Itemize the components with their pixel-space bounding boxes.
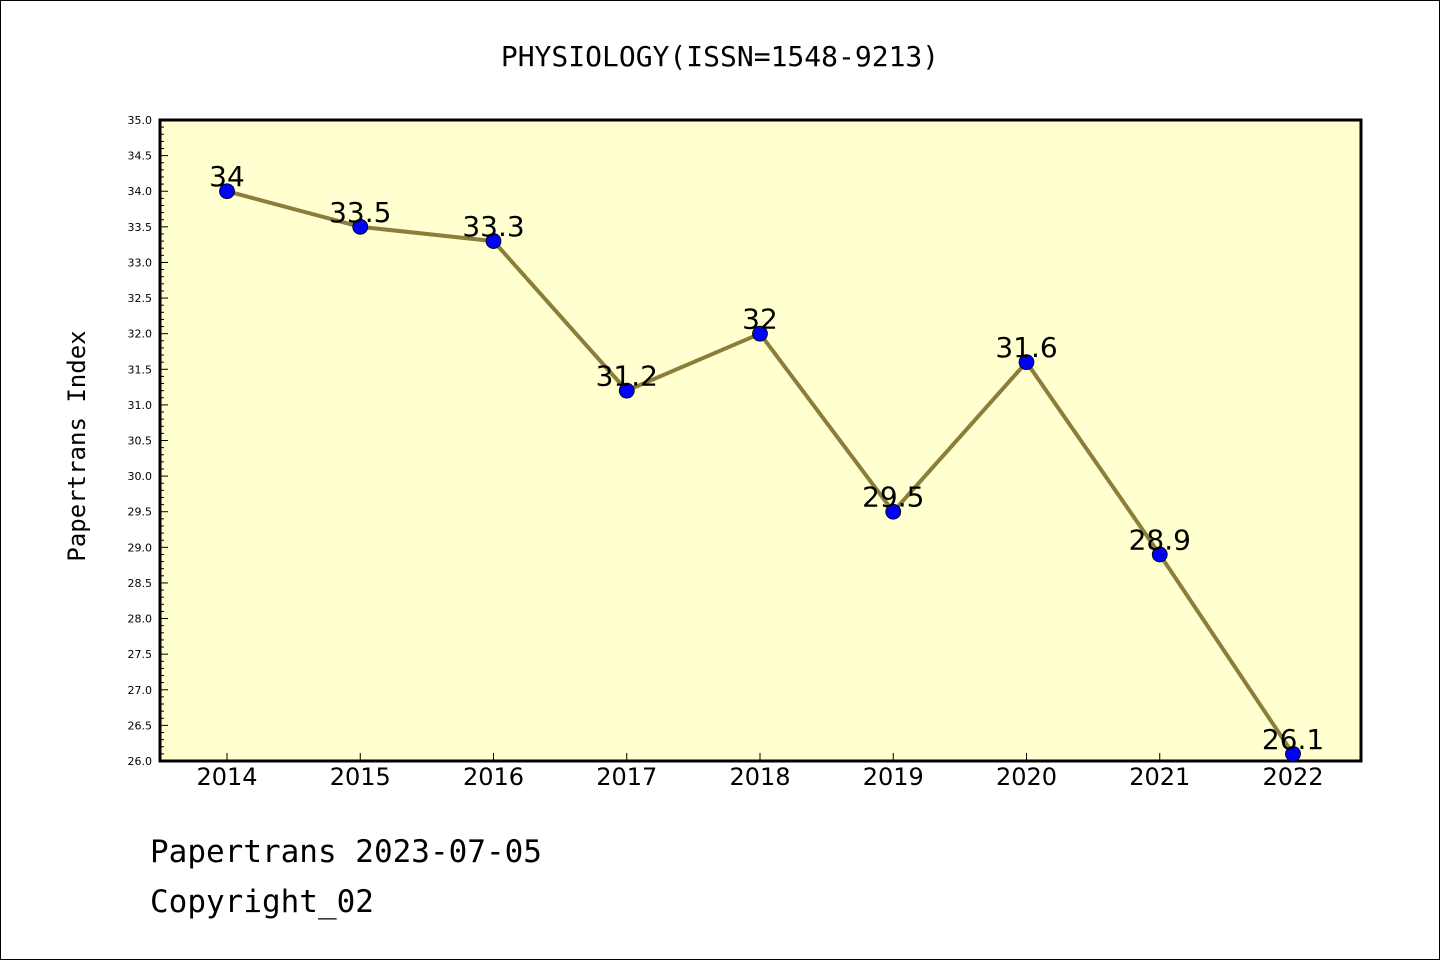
- data-label: 28.9: [1129, 523, 1191, 556]
- data-label: 34: [209, 160, 245, 193]
- data-label: 26.1: [1262, 723, 1324, 756]
- y-tick-label: 28.5: [128, 577, 153, 590]
- data-label: 31.2: [596, 360, 658, 393]
- x-axis: 2014 2015 2016 2017 2018 2019 2020 2021 2022: [196, 753, 1324, 791]
- y-tick-label: 35.0: [128, 114, 153, 127]
- data-point-marker: [485, 233, 502, 249]
- y-tick-label: 30.0: [128, 470, 153, 483]
- footer-date-text: Papertrans 2023-07-05: [150, 834, 542, 870]
- data-point-marker: [1285, 745, 1301, 762]
- x-tick-label: 2021: [1129, 763, 1190, 791]
- y-axis: 26.0 26.5 27.0 27.5 28.0 28.5 29.0 29.5 30.0 30.5…: [128, 114, 168, 768]
- data-labels: 34 33.5 33.3 31.2 32 29.5 31.6 28.9 26.1: [209, 160, 1324, 756]
- chart-title: PHYSIOLOGY(ISSN=1548-9213): [501, 40, 939, 73]
- data-point-marker: [1018, 354, 1035, 371]
- y-tick-label: 30.5: [128, 435, 153, 448]
- footer-copyright-text: Copyright_02: [150, 884, 374, 920]
- y-tick-label: 33.5: [128, 221, 153, 234]
- y-tick-label: 32.5: [128, 292, 153, 305]
- series-papertrans-index: [219, 183, 1301, 762]
- data-label: 33.5: [329, 196, 391, 229]
- y-tick-label: 34.5: [128, 150, 153, 163]
- data-point-marker: [618, 382, 635, 399]
- x-tick-label: 2020: [996, 763, 1057, 791]
- y-tick-label: 32.0: [128, 328, 153, 341]
- data-point-marker: [885, 503, 902, 520]
- y-tick-label: 31.0: [128, 399, 153, 412]
- x-tick-label: 2015: [330, 763, 391, 791]
- y-tick-label: 29.5: [128, 506, 153, 519]
- x-tick-label: 2014: [196, 763, 257, 791]
- data-point-marker: [219, 183, 235, 200]
- x-tick-label: 2016: [463, 763, 524, 791]
- y-tick-label: 29.0: [128, 541, 153, 554]
- y-tick-label: 26.0: [128, 755, 153, 768]
- y-tick-label: 28.0: [128, 613, 153, 626]
- x-tick-label: 2022: [1262, 763, 1323, 791]
- data-point-marker: [1151, 546, 1168, 563]
- y-tick-label: 27.5: [128, 648, 153, 661]
- y-tick-label: 33.0: [128, 256, 153, 269]
- data-label: 33.3: [462, 210, 524, 243]
- y-tick-label: 34.0: [128, 185, 153, 198]
- data-label: 32: [742, 303, 778, 336]
- y-tick-label: 26.5: [128, 719, 153, 732]
- x-tick-label: 2019: [863, 763, 924, 791]
- x-tick-label: 2018: [729, 763, 790, 791]
- data-label: 31.6: [995, 331, 1057, 364]
- data-point-marker: [352, 218, 369, 235]
- x-tick-label: 2017: [596, 763, 657, 791]
- data-label: 29.5: [862, 481, 924, 514]
- y-tick-label: 31.5: [128, 363, 153, 376]
- y-axis-label: Papertrans Index: [63, 330, 91, 561]
- data-point-marker: [752, 325, 768, 342]
- y-tick-label: 27.0: [128, 684, 153, 697]
